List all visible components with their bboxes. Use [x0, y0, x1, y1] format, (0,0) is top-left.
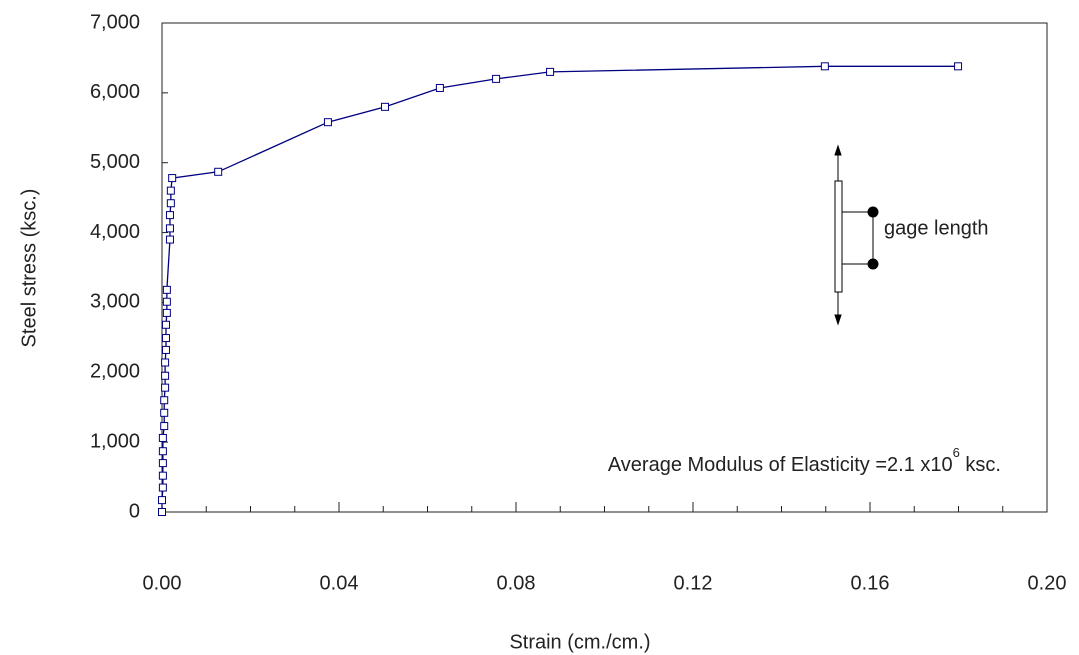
y-tick-label: 1,000 [90, 430, 140, 452]
x-tick-label: 0.08 [497, 572, 536, 594]
annotation-suffix: ksc. [960, 454, 1001, 476]
data-point [162, 297, 171, 306]
data-point [492, 74, 501, 83]
data-point [158, 447, 167, 456]
y-tick-label: 5,000 [90, 151, 140, 173]
data-point [165, 235, 174, 244]
inset-label: gage length [884, 217, 989, 239]
annotation-superscript: 6 [953, 445, 960, 460]
x-axis-title: Strain (cm./cm.) [509, 631, 650, 653]
y-tick-label: 4,000 [90, 221, 140, 243]
x-tick-label: 0.00 [143, 572, 182, 594]
y-axis-title: Steel stress (ksc.) [18, 189, 40, 348]
data-point [158, 459, 167, 468]
data-point [546, 67, 555, 76]
data-point [214, 167, 223, 176]
gage-diagram [834, 144, 879, 326]
data-point [161, 320, 170, 329]
data-point [954, 62, 963, 71]
y-tick-label: 0 [129, 500, 140, 522]
data-point [161, 334, 170, 343]
data-point [158, 483, 167, 492]
data-point [381, 102, 390, 111]
x-tick-label: 0.12 [674, 572, 713, 594]
y-tick-label: 3,000 [90, 291, 140, 313]
data-point [165, 224, 174, 233]
data-point [820, 62, 829, 71]
annotation-text: Average Modulus of Elasticity =2.1 x10 [608, 454, 953, 476]
y-tick-label: 6,000 [90, 81, 140, 103]
data-point [160, 396, 169, 405]
data-point [161, 383, 170, 392]
plot-frame [161, 22, 1048, 513]
data-point [161, 358, 170, 367]
data-point [161, 371, 170, 380]
x-tick-label: 0.04 [320, 572, 359, 594]
data-point [323, 118, 332, 127]
data-point [160, 408, 169, 417]
data-point [161, 345, 170, 354]
data-point [162, 285, 171, 294]
data-point [162, 308, 171, 317]
x-tick-label: 0.16 [851, 572, 890, 594]
data-point [158, 496, 166, 505]
x-tick-label: 0.20 [1028, 572, 1067, 594]
data-point [158, 508, 166, 516]
data-point [158, 471, 167, 480]
annotation: Average Modulus of Elasticity =2.1 x106 … [608, 445, 1001, 476]
data-point [158, 433, 167, 442]
data-point [435, 83, 444, 92]
data-point [160, 422, 169, 431]
data-point [166, 186, 175, 195]
data-point [165, 211, 174, 220]
data-point [166, 199, 175, 208]
data-point [168, 174, 177, 183]
y-tick-label: 2,000 [90, 361, 140, 383]
y-tick-label: 7,000 [90, 11, 140, 33]
